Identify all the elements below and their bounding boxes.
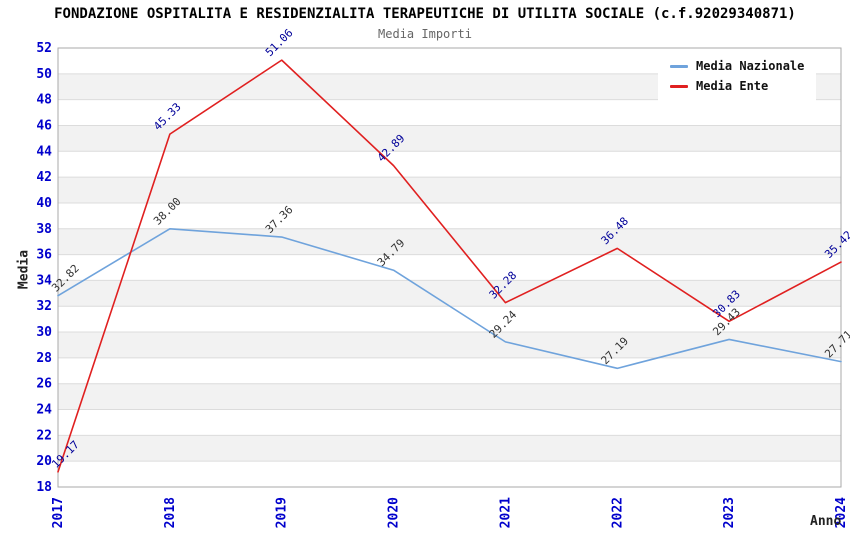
x-tick-label: 2022 — [610, 497, 625, 528]
y-tick-label: 50 — [36, 67, 52, 82]
y-tick-label: 48 — [36, 93, 52, 108]
y-tick-label: 38 — [36, 222, 52, 237]
legend-swatch-media-nazionale-icon — [670, 64, 688, 68]
background-band — [58, 383, 841, 410]
series-line-media-ente — [57, 59, 842, 473]
legend-label: Media Nazionale — [696, 59, 805, 73]
y-tick-label: 20 — [36, 454, 52, 469]
legend-label: Media Ente — [696, 79, 769, 93]
y-tick-label: 42 — [36, 170, 52, 185]
value-label: 51.06 — [263, 26, 296, 59]
y-tick-label: 22 — [36, 428, 52, 443]
y-tick-label: 32 — [36, 299, 52, 314]
x-tick-label: 2023 — [722, 497, 737, 528]
chart-title: FONDAZIONE OSPITALITA E RESIDENZIALITA T… — [54, 6, 796, 22]
background-band — [58, 177, 841, 203]
y-tick-label: 30 — [36, 325, 52, 340]
y-axis-label: Media — [16, 249, 32, 290]
background-band — [58, 228, 841, 255]
x-tick-label: 2018 — [163, 497, 178, 528]
y-tick-label: 24 — [36, 403, 52, 418]
plot-frame — [57, 47, 842, 488]
y-tick-label: 40 — [36, 196, 52, 211]
background-band — [58, 280, 841, 307]
y-tick-label: 28 — [36, 351, 52, 366]
y-tick-label: 18 — [36, 480, 52, 495]
y-tick-label: 52 — [36, 41, 52, 56]
x-tick-label: 2019 — [275, 497, 290, 528]
x-tick-label: 2017 — [51, 497, 66, 528]
x-axis-label: Anno — [810, 514, 842, 529]
y-tick-label: 34 — [36, 273, 52, 288]
background-band — [58, 125, 841, 152]
background-band — [58, 435, 841, 462]
legend-item-media-nazionale: Media Nazionale — [658, 59, 816, 73]
background-band — [58, 332, 841, 358]
y-tick-label: 46 — [36, 118, 52, 133]
y-tick-label: 36 — [36, 248, 52, 263]
x-tick-label: 2024 — [834, 497, 849, 528]
y-tick-label: 26 — [36, 377, 52, 392]
legend-item-media-ente: Media Ente — [658, 79, 816, 93]
y-tick-label: 44 — [36, 144, 52, 159]
chart-subtitle: Media Importi — [378, 27, 472, 41]
legend: Media Nazionale Media Ente — [658, 50, 816, 102]
series-line-media-nazionale — [57, 227, 842, 370]
legend-swatch-media-ente-icon — [670, 84, 688, 88]
x-tick-label: 2021 — [498, 497, 513, 528]
x-tick-label: 2020 — [387, 497, 402, 528]
